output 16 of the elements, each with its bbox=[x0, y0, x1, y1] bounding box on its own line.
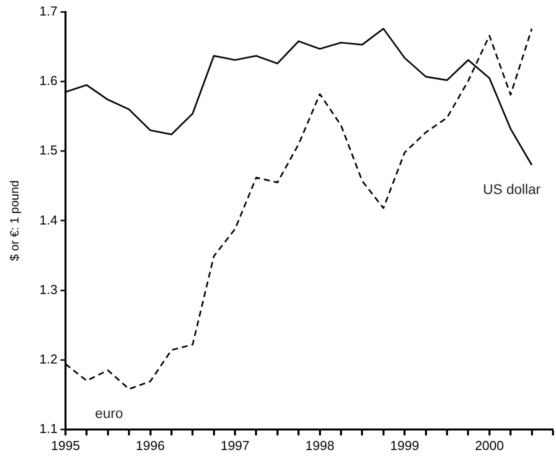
y-axis-title: $ or €: 1 pound bbox=[8, 180, 22, 262]
x-tick-label: 1999 bbox=[390, 438, 420, 453]
series-label: euro bbox=[95, 404, 124, 421]
x-tick-label: 1998 bbox=[305, 438, 334, 453]
y-tick-label: 1.4 bbox=[39, 212, 58, 228]
x-tick-label: 1997 bbox=[220, 438, 250, 453]
y-tick-label: 1.5 bbox=[39, 142, 58, 158]
y-tick-label: 1.7 bbox=[39, 4, 58, 19]
y-tick-label: 1.3 bbox=[39, 282, 58, 297]
series-label: US dollar bbox=[483, 180, 541, 197]
x-tick-label: 1995 bbox=[51, 438, 80, 453]
x-tick-label: 1996 bbox=[136, 438, 165, 453]
y-tick-label: 1.2 bbox=[39, 351, 58, 366]
y-tick-label: 1.6 bbox=[39, 73, 58, 88]
y-tick-label: 1.1 bbox=[39, 420, 58, 436]
x-tick-label: 2000 bbox=[474, 438, 504, 453]
